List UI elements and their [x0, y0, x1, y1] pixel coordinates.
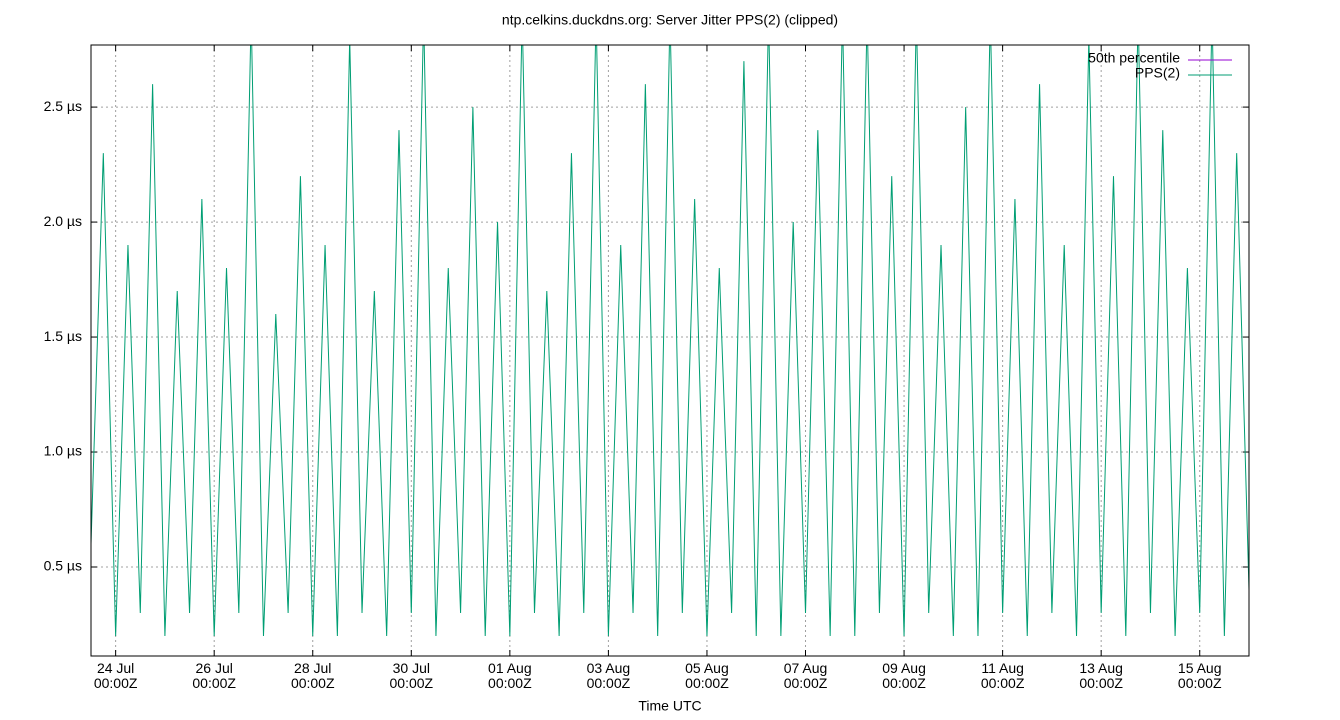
x-axis-label: Time UTC	[638, 698, 701, 714]
x-tick-label: 05 Aug 00:00Z	[685, 660, 729, 691]
data-line	[91, 45, 1249, 637]
x-tick-label: 26 Jul 00:00Z	[192, 660, 236, 691]
x-tick-label: 03 Aug 00:00Z	[586, 660, 631, 691]
x-tick-label: 30 Jul 00:00Z	[389, 660, 434, 691]
y-tick-label: 0.5 µs	[44, 558, 82, 574]
y-tick-label: 2.0 µs	[44, 213, 82, 229]
x-tick-label: 01 Aug 00:00Z	[488, 660, 532, 691]
y-tick-label: 1.0 µs	[44, 443, 82, 459]
legend-label: 50th percentile	[1088, 50, 1180, 66]
plot-border	[90, 44, 1250, 657]
x-tick-label: 24 Jul 00:00Z	[93, 660, 138, 691]
x-tick-label: 09 Aug 00:00Z	[882, 660, 926, 691]
x-tick-label: 28 Jul 00:00Z	[290, 660, 335, 691]
y-tick-label: 2.5 µs	[44, 98, 82, 114]
x-tick-label: 07 Aug 00:00Z	[783, 660, 828, 691]
grid	[91, 45, 1249, 656]
x-tick-label: 15 Aug 00:00Z	[1177, 660, 1222, 691]
legend-label: PPS(2)	[1135, 65, 1180, 81]
x-tick-label: 11 Aug 00:00Z	[980, 660, 1025, 691]
plot-area	[91, 45, 1249, 637]
chart-title: ntp.celkins.duckdns.org: Server Jitter P…	[502, 12, 838, 28]
x-tick-label: 13 Aug 00:00Z	[1079, 660, 1123, 691]
y-tick-label: 1.5 µs	[44, 328, 82, 344]
